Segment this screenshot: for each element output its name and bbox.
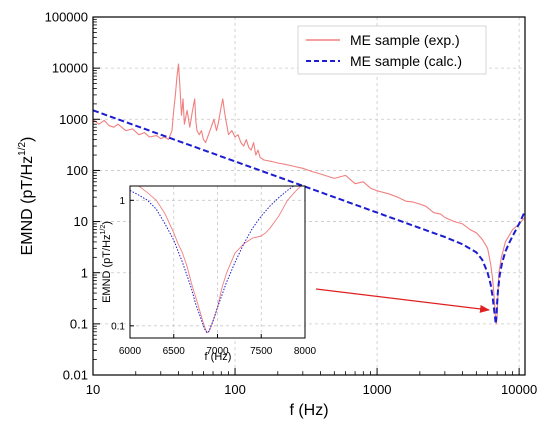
inset-background — [130, 186, 305, 338]
inset-x-tick-label: 7500 — [250, 346, 273, 357]
inset-x-tick-label: 7000 — [206, 346, 229, 357]
main-x-ticks: 10 100 1000 10000 — [86, 368, 537, 397]
inset-x-tick-label: 6000 — [119, 346, 142, 357]
main-x-axis-label: f (Hz) — [289, 402, 328, 419]
main-plot-frame — [92, 16, 526, 376]
inset-y-tick-label: 0.1 — [111, 321, 125, 332]
main-y-tick-label: 0.1 — [70, 316, 88, 331]
main-x-tick-label: 10000 — [501, 382, 537, 397]
main-x-tick-label: 10 — [86, 382, 100, 397]
main-y-ticks: 100000 10000 1000 100 10 1 0.1 0.01 — [45, 10, 100, 383]
inset-x-tick-label: 6500 — [163, 346, 186, 357]
inset-x-axis-label: f (Hz) — [205, 351, 232, 363]
main-series-exp-line — [93, 63, 525, 325]
inset-x-tick-label: 8000 — [294, 346, 317, 357]
legend-label-calc: ME sample (calc.) — [350, 53, 462, 69]
main-series-group — [93, 63, 525, 325]
main-y-tick-label: 100 — [66, 163, 88, 178]
legend-label-exp: ME sample (exp.) — [350, 32, 460, 48]
inset-x-ticks: 6000 6500 7000 7500 8000 — [119, 334, 317, 357]
annotation-arrow — [315, 288, 490, 313]
main-x-tick-label: 100 — [224, 382, 246, 397]
main-y-tick-label: 1 — [81, 265, 88, 280]
inset-y-tick-label: 1 — [119, 196, 125, 207]
inset-series-calc-line — [130, 186, 295, 334]
legend: ME sample (exp.) ME sample (calc.) — [297, 25, 487, 75]
inset-grid — [130, 186, 305, 338]
main-y-tick-label: 100000 — [45, 10, 88, 25]
inset-series-group — [130, 186, 302, 334]
main-series-calc-line — [93, 109, 525, 325]
main-y-tick-label: 0.01 — [63, 368, 88, 383]
main-y-tick-label: 10000 — [52, 61, 88, 76]
main-y-axis-label: EMND (pT/Hz1/2) — [17, 137, 36, 256]
main-x-tick-label: 1000 — [363, 382, 392, 397]
inset-y-axis-label: EMND (pT/Hz1/2) — [100, 221, 113, 303]
main-y-tick-label: 1000 — [59, 112, 88, 127]
inset-y-ticks: 10.1 — [111, 196, 134, 332]
legend-box — [297, 25, 487, 75]
main-y-tick-label: 10 — [74, 214, 88, 229]
